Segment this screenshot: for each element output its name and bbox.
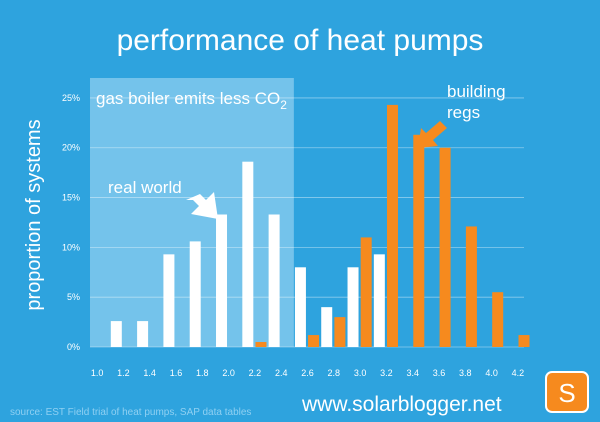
x-tick-label: 3.4: [406, 368, 419, 378]
y-tick-labels: 0% 5% 10% 15% 20% 25%: [62, 93, 80, 352]
x-tick-label: 4.2: [512, 368, 525, 378]
x-tick-label: 4.0: [485, 368, 498, 378]
x-tick-label: 2.0: [222, 368, 235, 378]
x-tick-label: 3.8: [459, 368, 472, 378]
y-tick-label: 25%: [62, 93, 80, 103]
bar-real-world: [110, 321, 122, 347]
x-tick-label: 2.6: [301, 368, 314, 378]
source-note: source: EST Field trial of heat pumps, S…: [10, 407, 251, 418]
bars: [110, 104, 530, 348]
shaded-region-label: gas boiler emits less CO2: [96, 89, 287, 112]
bar-building-regs: [439, 147, 451, 347]
x-tick-label: 3.6: [433, 368, 446, 378]
bar-real-world: [242, 161, 254, 347]
bar-real-world: [216, 214, 228, 347]
bar-real-world: [294, 267, 306, 347]
y-tick-label: 15%: [62, 193, 80, 203]
x-tick-label: 2.2: [249, 368, 262, 378]
real-world-label: real world: [108, 178, 182, 197]
chart-title: performance of heat pumps: [117, 24, 484, 57]
x-tick-label: 2.8: [328, 368, 341, 378]
bar-building-regs: [518, 335, 530, 347]
bar-real-world: [268, 214, 280, 347]
y-axis-label: proportion of systems: [23, 119, 45, 310]
bar-real-world: [137, 321, 149, 347]
x-tick-label: 1.0: [91, 368, 104, 378]
x-tick-label: 2.4: [275, 368, 288, 378]
y-tick-label: 0%: [67, 342, 80, 352]
bar-real-world: [321, 307, 333, 347]
x-tick-label: 3.2: [380, 368, 393, 378]
logo-letter: S: [558, 378, 575, 408]
bar-building-regs: [465, 226, 477, 347]
x-tick-label: 3.0: [354, 368, 367, 378]
bar-building-regs: [360, 237, 372, 347]
shaded-region-label-subscript: 2: [280, 98, 287, 112]
bar-building-regs: [255, 342, 267, 347]
bar-real-world: [163, 254, 175, 347]
grid-lines: [90, 97, 524, 348]
building-regs-arrow-icon: [418, 121, 447, 148]
bar-building-regs: [308, 335, 320, 347]
building-regs-label-line2: regs: [447, 103, 480, 122]
logo-badge-icon: [545, 371, 589, 413]
bar-building-regs: [413, 134, 425, 347]
x-tick-label: 1.4: [143, 368, 156, 378]
bar-real-world: [189, 241, 201, 347]
x-tick-label: 1.8: [196, 368, 209, 378]
bar-building-regs: [334, 317, 346, 347]
x-tick-labels: 1.0 1.2 1.4 1.6 1.8 2.0 2.2 2.4 2.6 2.8 3.0 3.2 3.4 3…: [91, 368, 524, 378]
x-tick-label: 1.2: [117, 368, 130, 378]
bar-building-regs: [386, 104, 398, 348]
x-tick-label: 1.6: [170, 368, 183, 378]
y-tick-label: 10%: [62, 242, 80, 252]
y-tick-label: 5%: [67, 292, 80, 302]
website-link[interactable]: www.solarblogger.net: [301, 393, 502, 416]
y-tick-label: 20%: [62, 143, 80, 153]
bar-real-world: [373, 254, 385, 347]
bar-building-regs: [492, 292, 504, 347]
site-logo: S: [545, 371, 589, 413]
bar-real-world: [347, 267, 359, 347]
building-regs-label-line1: building: [447, 82, 506, 101]
shaded-region-label-main: gas boiler emits less CO: [96, 89, 280, 108]
real-world-arrow-icon: [186, 192, 218, 219]
